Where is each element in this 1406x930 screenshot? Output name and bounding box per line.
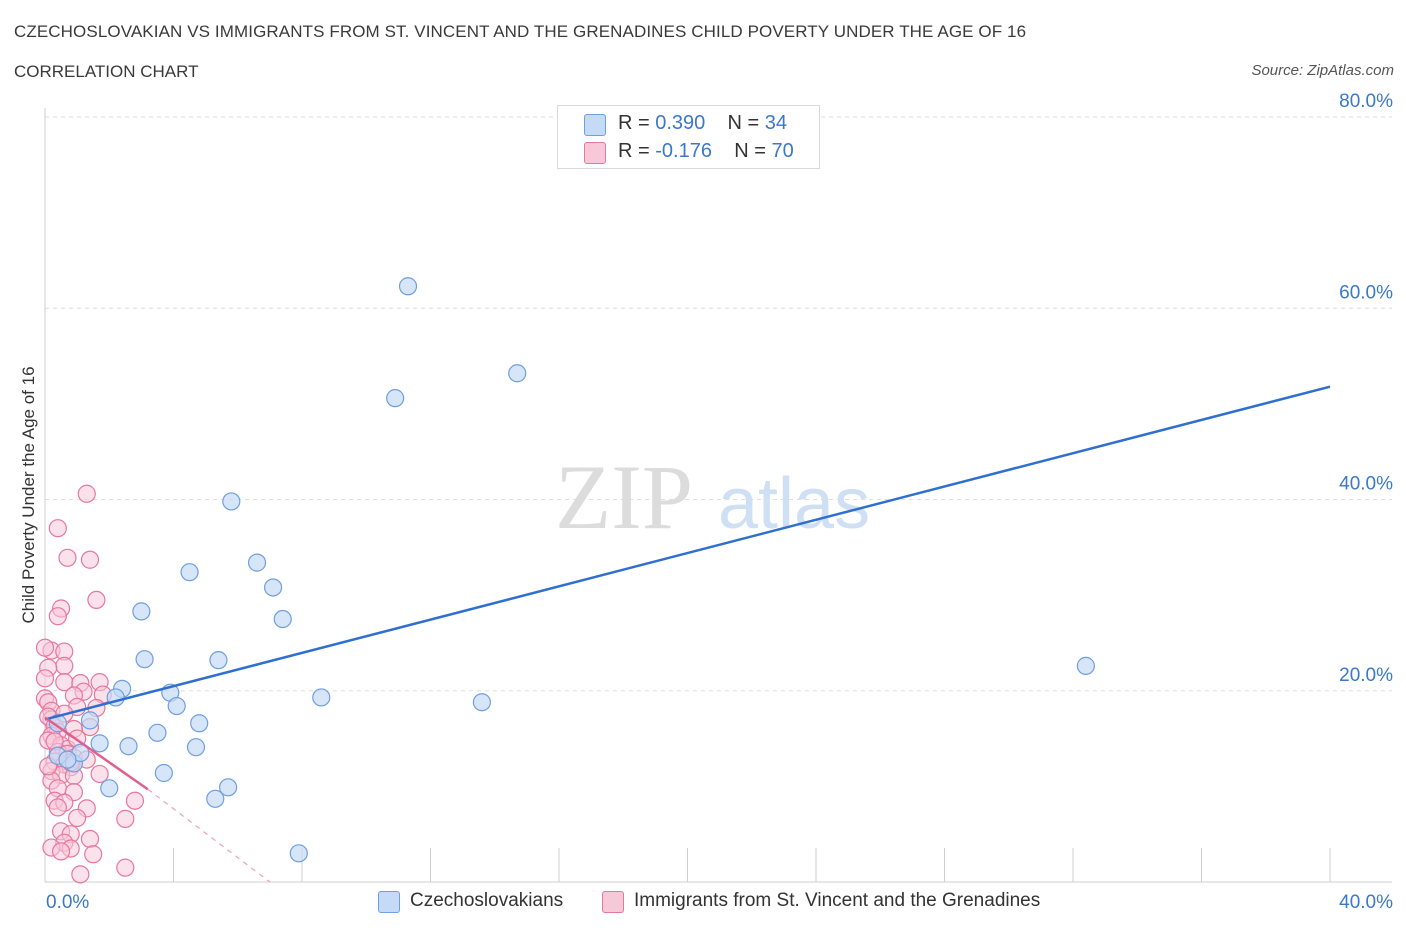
data-point-czechoslovakians: [508, 364, 527, 383]
data-point-czechoslovakians: [80, 711, 100, 730]
data-point-czechoslovakians: [58, 750, 77, 769]
r-value: 0.390: [655, 112, 706, 134]
y-tick-label: 80.0%: [1339, 91, 1393, 112]
data-point-czechoslovakians: [119, 737, 138, 756]
data-point-czechoslovakians: [273, 609, 292, 629]
legend-swatch-pink: [602, 891, 624, 913]
data-point-czechoslovakians: [289, 844, 308, 863]
stats-legend: R = 0.390 N = 34 R = -0.176 N = 70: [557, 105, 820, 169]
data-point-immigrants: [87, 590, 106, 610]
y-tick-label: 20.0%: [1339, 665, 1393, 686]
data-point-immigrants: [51, 842, 71, 861]
data-point-immigrants: [80, 829, 100, 849]
data-point-czechoslovakians: [472, 693, 491, 712]
legend-swatch-pink: [584, 142, 606, 164]
data-point-immigrants: [35, 638, 55, 657]
data-point-czechoslovakians: [1076, 656, 1095, 675]
data-point-czechoslovakians: [48, 714, 67, 733]
y-axis-label: Child Poverty Under the Age of 16: [19, 366, 38, 623]
data-point-czechoslovakians: [263, 578, 283, 597]
data-point-immigrants: [71, 865, 90, 884]
series-czechoslovakians-points: [48, 277, 1095, 863]
data-point-immigrants: [125, 791, 145, 810]
data-point-czechoslovakians: [206, 789, 225, 808]
data-point-czechoslovakians: [386, 389, 405, 408]
data-point-immigrants: [35, 669, 55, 688]
r-label: R =: [618, 112, 656, 134]
n-label: N =: [734, 140, 772, 162]
x-tick-label: 40.0%: [1339, 892, 1393, 913]
n-value: 34: [764, 112, 788, 134]
data-point-czechoslovakians: [312, 688, 331, 707]
source-label: Source: ZipAtlas.com: [1251, 62, 1394, 79]
data-point-czechoslovakians: [167, 696, 186, 716]
watermark-zip: ZIP: [555, 446, 693, 548]
data-point-immigrants: [116, 809, 135, 828]
n-value: 70: [771, 140, 794, 162]
data-point-czechoslovakians: [190, 714, 209, 733]
trend-lines: [44, 385, 1331, 883]
n-label: N =: [727, 112, 765, 134]
tick-labels: 20.0% 40.0% 60.0% 80.0% 0.0% 40.0%: [46, 91, 1393, 913]
data-point-czechoslovakians: [90, 734, 109, 753]
data-point-czechoslovakians: [247, 553, 267, 572]
chart-subtitle: CORRELATION CHART: [14, 62, 199, 81]
data-point-czechoslovakians: [209, 651, 228, 670]
data-point-czechoslovakians: [148, 723, 167, 742]
data-point-czechoslovakians: [219, 778, 238, 797]
watermark: ZIP atlas: [555, 446, 870, 548]
data-point-immigrants: [48, 607, 67, 626]
r-value: -0.176: [655, 140, 712, 162]
grid-lines: [45, 116, 1392, 692]
trend-line-immigrants: [44, 716, 149, 791]
legend-swatch-blue: [378, 891, 400, 913]
legend-swatch-blue: [584, 114, 606, 136]
data-point-immigrants: [58, 548, 77, 567]
data-point-immigrants: [116, 858, 135, 877]
x-tick-label: 0.0%: [46, 892, 89, 913]
data-point-czechoslovakians: [186, 738, 206, 757]
data-point-immigrants: [90, 764, 109, 784]
data-point-immigrants: [48, 798, 67, 817]
data-point-czechoslovakians: [132, 602, 151, 621]
trend-line-czechoslovakians: [44, 385, 1331, 721]
watermark-atlas: atlas: [718, 464, 870, 544]
data-point-czechoslovakians: [180, 563, 199, 582]
data-point-immigrants: [48, 519, 67, 538]
data-point-immigrants: [68, 808, 87, 828]
legend-label: Immigrants from St. Vincent and the Gren…: [634, 890, 1041, 911]
data-point-czechoslovakians: [135, 650, 154, 669]
data-point-czechoslovakians: [154, 763, 173, 783]
data-point-czechoslovakians: [222, 492, 241, 511]
legend-label: Czechoslovakians: [410, 890, 564, 911]
r-label: R =: [618, 140, 656, 162]
data-point-immigrants: [84, 845, 103, 864]
data-point-immigrants: [77, 484, 96, 503]
data-point-czechoslovakians: [100, 779, 119, 798]
y-tick-label: 40.0%: [1339, 474, 1393, 495]
data-point-immigrants: [80, 550, 100, 569]
data-point-czechoslovakians: [398, 277, 418, 296]
y-tick-label: 60.0%: [1339, 282, 1393, 303]
chart-title: CZECHOSLOVAKIAN VS IMMIGRANTS FROM ST. V…: [14, 22, 1027, 41]
data-point-immigrants: [55, 656, 74, 675]
